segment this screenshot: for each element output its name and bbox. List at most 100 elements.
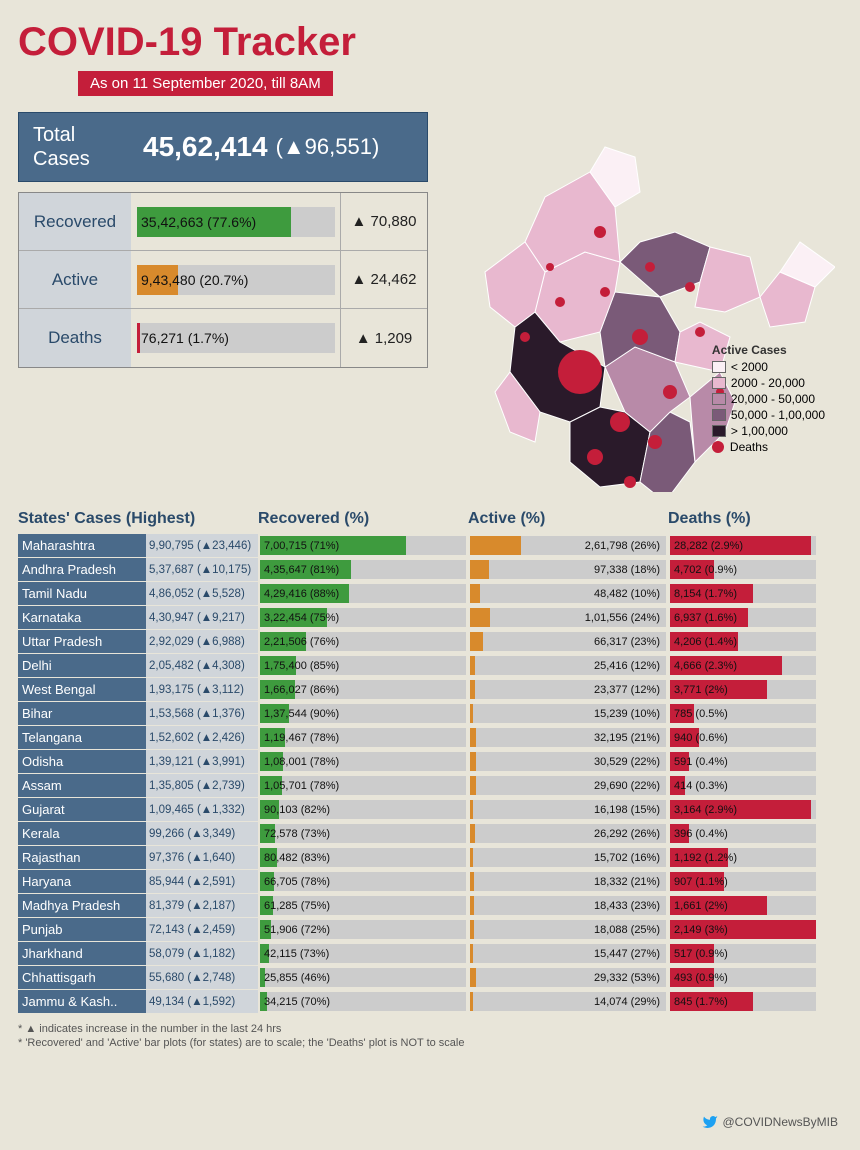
- active-bar: 18,088 (25%): [468, 918, 668, 941]
- deaths-bar: 3,164 (2.9%): [668, 798, 818, 821]
- active-bar: 29,690 (22%): [468, 774, 668, 797]
- active-bar: 26,292 (26%): [468, 822, 668, 845]
- footnote: * 'Recovered' and 'Active' bar plots (fo…: [18, 1037, 842, 1049]
- summary-delta: ▲ 24,462: [341, 271, 427, 288]
- state-cases: 1,35,805 (▲2,739): [146, 774, 258, 797]
- active-bar: 18,332 (21%): [468, 870, 668, 893]
- table-row: Jammu & Kash.. 49,134 (▲1,592) 34,215 (7…: [18, 990, 842, 1013]
- deaths-bar: 1,661 (2%): [668, 894, 818, 917]
- recovered-bar: 7,00,715 (71%): [258, 534, 468, 557]
- state-name: Punjab: [18, 918, 146, 941]
- summary-delta: ▲ 1,209: [341, 330, 427, 347]
- state-name: Bihar: [18, 702, 146, 725]
- recovered-bar: 1,75,400 (85%): [258, 654, 468, 677]
- state-name: Gujarat: [18, 798, 146, 821]
- state-name: Jharkhand: [18, 942, 146, 965]
- deaths-dot-icon: [712, 441, 724, 453]
- state-cases: 85,944 (▲2,591): [146, 870, 258, 893]
- legend-row: < 2000: [712, 360, 825, 374]
- state-cases: 72,143 (▲2,459): [146, 918, 258, 941]
- state-cases: 2,92,029 (▲6,988): [146, 630, 258, 653]
- deaths-bar: 493 (0.9%): [668, 966, 818, 989]
- recovered-bar: 66,705 (78%): [258, 870, 468, 893]
- active-bar: 97,338 (18%): [468, 558, 668, 581]
- recovered-bar: 42,115 (73%): [258, 942, 468, 965]
- deaths-bar: 3,771 (2%): [668, 678, 818, 701]
- table-row: Andhra Pradesh 5,37,687 (▲10,175) 4,35,6…: [18, 558, 842, 581]
- recovered-bar: 4,29,416 (88%): [258, 582, 468, 605]
- summary-row-deaths: Deaths 76,271 (1.7%) ▲ 1,209: [19, 309, 427, 367]
- table-row: Gujarat 1,09,465 (▲1,332) 90,103 (82%) 1…: [18, 798, 842, 821]
- legend-row: 50,000 - 1,00,000: [712, 408, 825, 422]
- legend-label: 20,000 - 50,000: [731, 392, 815, 406]
- state-cases: 1,52,602 (▲2,426): [146, 726, 258, 749]
- total-delta: (▲96,551): [276, 134, 380, 160]
- recovered-bar: 1,08,001 (78%): [258, 750, 468, 773]
- subtitle-badge: As on 11 September 2020, till 8AM: [78, 71, 333, 96]
- recovered-bar: 90,103 (82%): [258, 798, 468, 821]
- active-bar: 16,198 (15%): [468, 798, 668, 821]
- table-row: West Bengal 1,93,175 (▲3,112) 1,66,027 (…: [18, 678, 842, 701]
- state-cases: 49,134 (▲1,592): [146, 990, 258, 1013]
- table-row: Uttar Pradesh 2,92,029 (▲6,988) 2,21,506…: [18, 630, 842, 653]
- state-cases: 9,90,795 (▲23,446): [146, 534, 258, 557]
- table-row: Delhi 2,05,482 (▲4,308) 1,75,400 (85%) 2…: [18, 654, 842, 677]
- footnotes: * ▲ indicates increase in the number in …: [18, 1023, 842, 1049]
- map-panel: Active Cases < 20002000 - 20,00020,000 -…: [440, 112, 842, 492]
- deaths-bar: 396 (0.4%): [668, 822, 818, 845]
- active-bar: 14,074 (29%): [468, 990, 668, 1013]
- summary-table: Recovered 35,42,663 (77.6%) ▲ 70,880 Acti…: [18, 192, 428, 368]
- table-row: Kerala 99,266 (▲3,349) 72,578 (73%) 26,2…: [18, 822, 842, 845]
- legend-label: < 2000: [731, 360, 768, 374]
- state-cases: 58,079 (▲1,182): [146, 942, 258, 965]
- deaths-bar: 8,154 (1.7%): [668, 582, 818, 605]
- recovered-bar: 25,855 (46%): [258, 966, 468, 989]
- twitter-text: @COVIDNewsByMIB: [722, 1115, 838, 1129]
- recovered-bar: 2,21,506 (76%): [258, 630, 468, 653]
- deaths-bar: 4,206 (1.4%): [668, 630, 818, 653]
- state-name: Telangana: [18, 726, 146, 749]
- th-active: Active (%): [468, 510, 668, 528]
- deaths-bar: 940 (0.6%): [668, 726, 818, 749]
- table-row: Punjab 72,143 (▲2,459) 51,906 (72%) 18,0…: [18, 918, 842, 941]
- state-cases: 55,680 (▲2,748): [146, 966, 258, 989]
- state-cases: 4,30,947 (▲9,217): [146, 606, 258, 629]
- table-row: Madhya Pradesh 81,379 (▲2,187) 61,285 (7…: [18, 894, 842, 917]
- recovered-bar: 61,285 (75%): [258, 894, 468, 917]
- legend-label: > 1,00,000: [731, 424, 788, 438]
- state-cases: 2,05,482 (▲4,308): [146, 654, 258, 677]
- state-cases: 1,53,568 (▲1,376): [146, 702, 258, 725]
- summary-label: Active: [19, 251, 131, 308]
- recovered-bar: 34,215 (70%): [258, 990, 468, 1013]
- active-bar: 66,317 (23%): [468, 630, 668, 653]
- active-bar: 25,416 (12%): [468, 654, 668, 677]
- state-cases: 97,376 (▲1,640): [146, 846, 258, 869]
- legend-row: 2000 - 20,000: [712, 376, 825, 390]
- active-bar: 15,702 (16%): [468, 846, 668, 869]
- deaths-bar: 4,702 (0.9%): [668, 558, 818, 581]
- summary-label: Recovered: [19, 193, 131, 250]
- summary-delta: ▲ 70,880: [341, 213, 427, 230]
- active-bar: 23,377 (12%): [468, 678, 668, 701]
- table-row: Jharkhand 58,079 (▲1,182) 42,115 (73%) 1…: [18, 942, 842, 965]
- state-cases: 81,379 (▲2,187): [146, 894, 258, 917]
- state-cases: 5,37,687 (▲10,175): [146, 558, 258, 581]
- recovered-bar: 51,906 (72%): [258, 918, 468, 941]
- deaths-bar: 785 (0.5%): [668, 702, 818, 725]
- recovered-bar: 1,05,701 (78%): [258, 774, 468, 797]
- summary-row-active: Active 9,43,480 (20.7%) ▲ 24,462: [19, 251, 427, 309]
- state-name: Karnataka: [18, 606, 146, 629]
- deaths-bar: 4,666 (2.3%): [668, 654, 818, 677]
- deaths-bar: 517 (0.9%): [668, 942, 818, 965]
- deaths-bar: 414 (0.3%): [668, 774, 818, 797]
- state-cases: 1,09,465 (▲1,332): [146, 798, 258, 821]
- deaths-bar: 1,192 (1.2%): [668, 846, 818, 869]
- recovered-bar: 1,37,544 (90%): [258, 702, 468, 725]
- footnote: * ▲ indicates increase in the number in …: [18, 1023, 842, 1035]
- recovered-bar: 72,578 (73%): [258, 822, 468, 845]
- recovered-bar: 4,35,647 (81%): [258, 558, 468, 581]
- summary-bar-cell: 35,42,663 (77.6%): [131, 193, 341, 250]
- legend-label: 2000 - 20,000: [731, 376, 805, 390]
- state-name: Jammu & Kash..: [18, 990, 146, 1013]
- total-cases-box: TotalCases 45,62,414 (▲96,551): [18, 112, 428, 182]
